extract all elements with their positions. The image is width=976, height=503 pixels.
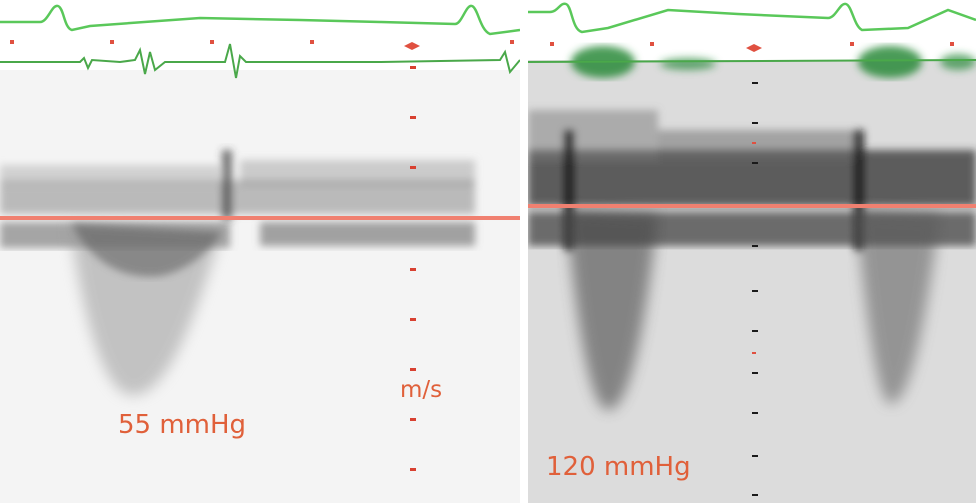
pressure-label-right: 120 mmHg — [546, 452, 691, 482]
doppler-panel-right: 120 mmHg — [528, 0, 976, 503]
panel-divider — [520, 0, 528, 503]
baseline — [528, 204, 976, 208]
pressure-label-left: 55 mmHg — [118, 410, 247, 440]
doppler-spectrum-left — [0, 0, 520, 471]
ecg-trace-top — [0, 4, 520, 36]
velocity-scale-right — [752, 82, 758, 496]
doppler-spectrum-right — [528, 0, 976, 503]
ecg-trace-top — [528, 2, 976, 34]
velocity-unit-label: m/s — [400, 377, 443, 403]
velocity-scale-left — [410, 66, 416, 471]
baseline — [0, 216, 520, 220]
ecg-trace-bottom — [0, 43, 520, 79]
doppler-panel-left: 55 mmHg m/s — [0, 0, 520, 503]
